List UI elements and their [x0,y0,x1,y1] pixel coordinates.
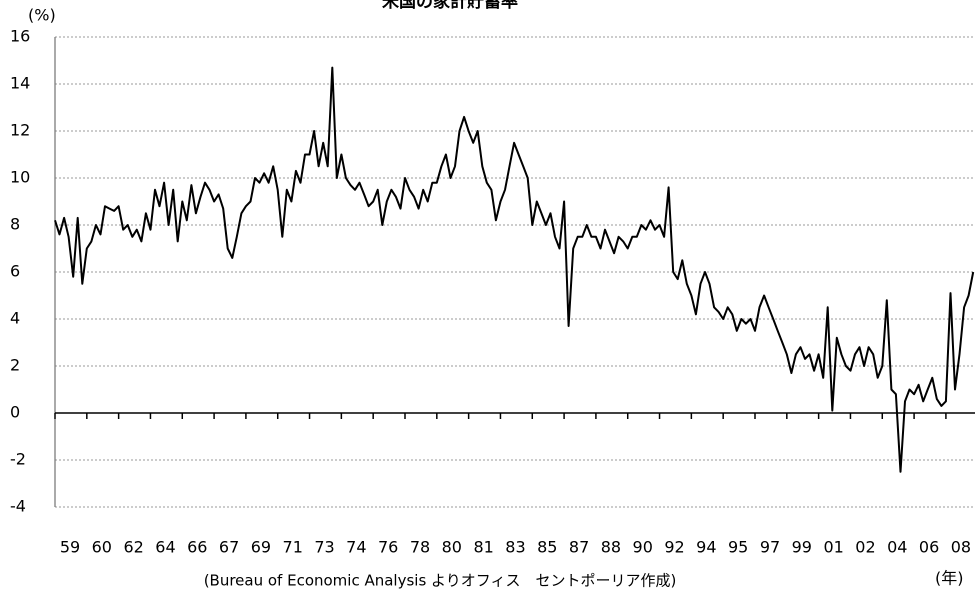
x-tick-label: 06 [919,538,939,557]
x-tick-label: 67 [219,538,239,557]
y-tick-label: 8 [10,215,20,234]
y-tick-label: 10 [10,168,30,187]
y-tick-label: 2 [10,356,20,375]
chart-title: 米国の家計貯蓄率 [382,0,518,12]
x-tick-label: 88 [601,538,621,557]
x-tick-label: 04 [887,538,907,557]
x-tick-label: 69 [251,538,271,557]
x-tick-label: 66 [187,538,207,557]
series-line [54,66,975,473]
y-tick-label: 6 [10,262,20,281]
x-tick-label: 80 [442,538,462,557]
y-tick-label: -4 [10,497,26,516]
x-tick-label: 76 [378,538,398,557]
x-tick-label: 78 [410,538,430,557]
x-tick-label: 74 [346,538,366,557]
y-tick-label: -2 [10,450,26,469]
x-unit: (年) [935,569,964,588]
x-tick-label: 01 [823,538,843,557]
x-tick-label: 95 [728,538,748,557]
y-unit: (%) [28,6,56,25]
x-tick-label: 62 [123,538,143,557]
x-tick-label: 85 [537,538,557,557]
x-tick-label: 87 [569,538,589,557]
y-tick-label: 0 [10,403,20,422]
x-tick-label: 08 [951,538,971,557]
source: (Bureau of Economic Analysis よりオフィス セントポ… [204,572,677,590]
y-tick-label: 12 [10,121,30,140]
y-tick-label: 14 [10,74,30,93]
y-tick-label: 16 [10,27,30,46]
x-tick-label: 60 [92,538,112,557]
x-tick-label: 73 [314,538,334,557]
x-tick-label: 97 [760,538,780,557]
x-tick-label: 71 [283,538,303,557]
y-tick-label: 4 [10,309,20,328]
x-tick-label: 92 [664,538,684,557]
x-tick-label: 90 [633,538,653,557]
x-tick-label: 64 [155,538,175,557]
x-tick-label: 83 [505,538,525,557]
x-tick-label: 99 [792,538,812,557]
x-tick-label: 94 [696,538,716,557]
x-tick-label: 81 [473,538,493,557]
x-tick-label: 02 [855,538,875,557]
x-tick-label: 59 [60,538,80,557]
